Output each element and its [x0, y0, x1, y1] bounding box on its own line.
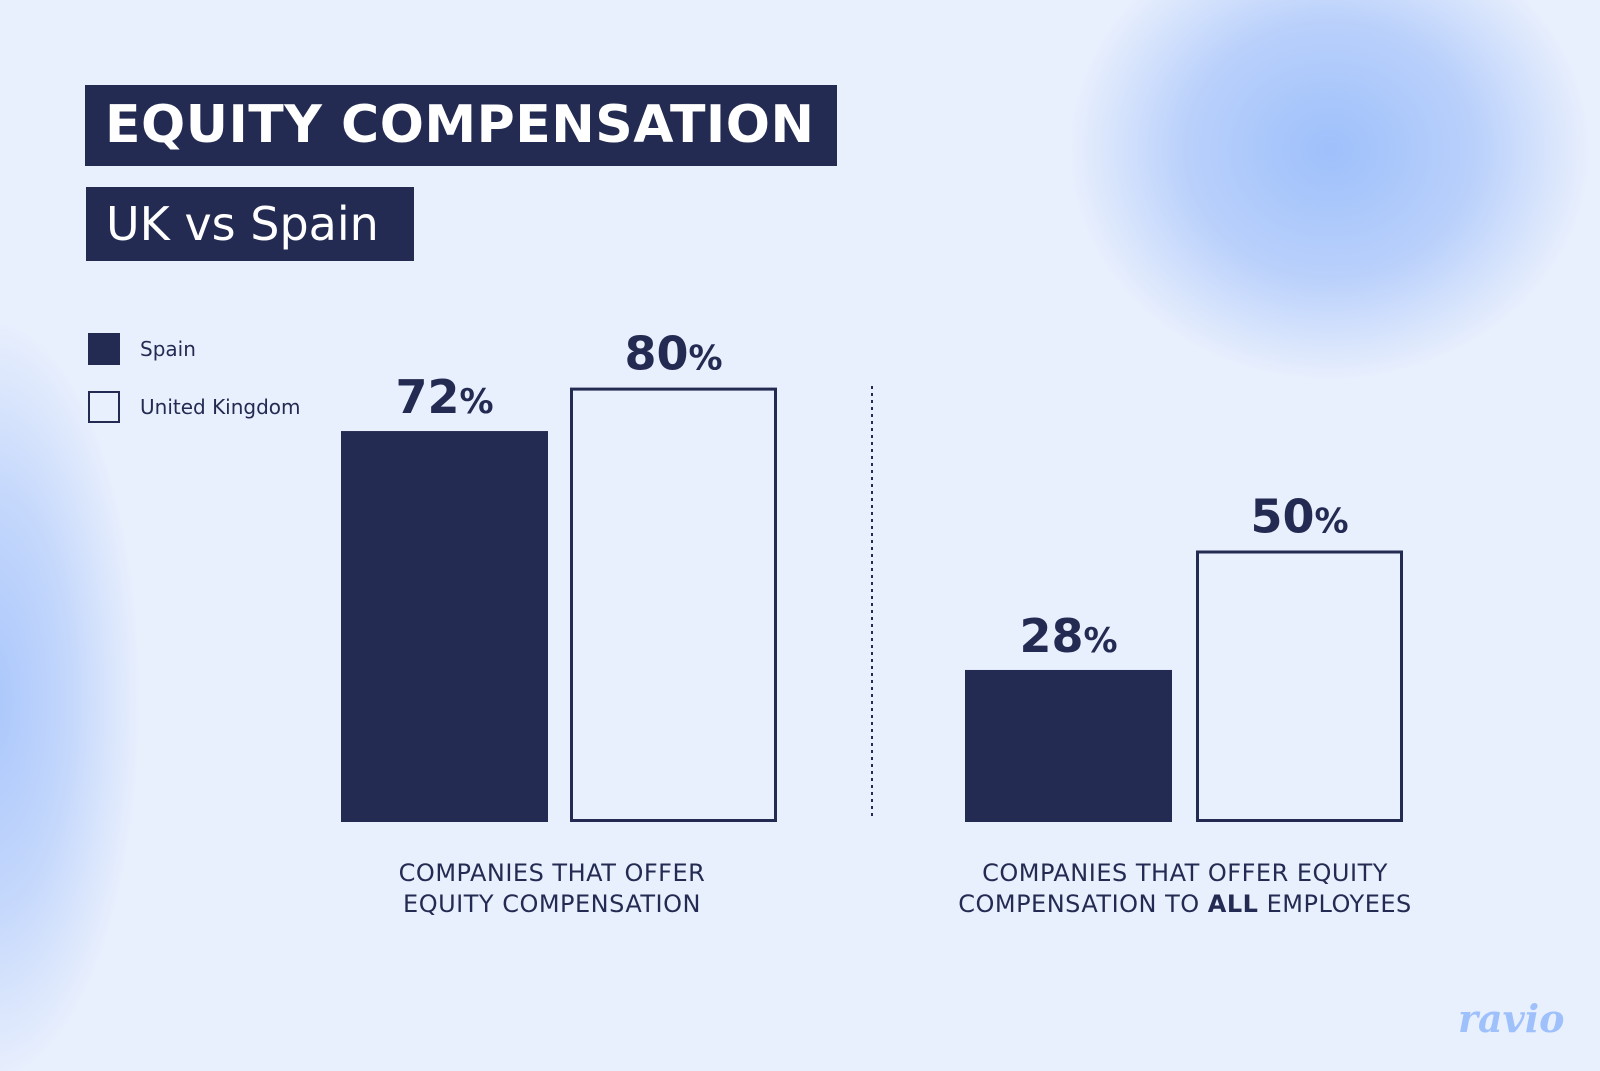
chart-subtitle: UK vs Spain — [86, 187, 414, 261]
category-label-1-line-1: COMPANIES THAT OFFER — [398, 859, 706, 887]
legend-item-spain: Spain — [88, 333, 196, 365]
data-label-uk-2: 50% — [1250, 490, 1348, 544]
bar-uk-1 — [570, 387, 777, 822]
data-label-spain-2: 28% — [1019, 609, 1117, 663]
category-label-2: COMPANIES THAT OFFER EQUITY COMPENSATION… — [958, 858, 1412, 920]
bar-uk-2 — [1196, 550, 1403, 822]
legend-swatch-spain — [88, 333, 120, 365]
chart-title: EQUITY COMPENSATION — [85, 85, 837, 166]
legend-label-spain: Spain — [140, 337, 196, 361]
bar-spain-2 — [965, 669, 1172, 822]
category-label-2-line-1: COMPANIES THAT OFFER EQUITY — [982, 859, 1388, 887]
legend-swatch-uk — [88, 391, 120, 423]
category-label-2-line-2: COMPENSATION TO ALL EMPLOYEES — [958, 890, 1412, 918]
legend-label-uk: United Kingdom — [140, 395, 301, 419]
legend-item-uk: United Kingdom — [88, 391, 301, 423]
data-label-spain-1: 72% — [395, 370, 493, 424]
ravio-logo: ravio — [1458, 996, 1565, 1041]
bar-spain-1 — [341, 431, 548, 822]
category-label-1-line-2: EQUITY COMPENSATION — [403, 890, 701, 918]
category-label-emphasis: ALL — [1207, 890, 1259, 918]
category-label-1: COMPANIES THAT OFFER EQUITY COMPENSATION — [399, 858, 706, 920]
data-label-uk-1: 80% — [624, 327, 722, 381]
